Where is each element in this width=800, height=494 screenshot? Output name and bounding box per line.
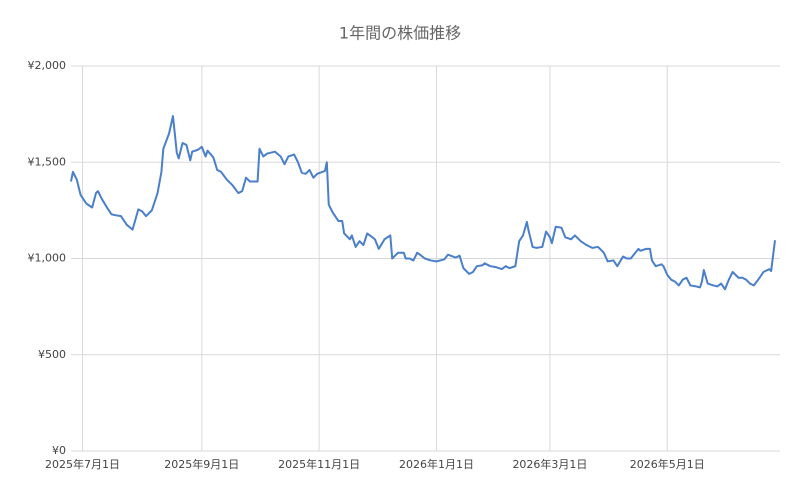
- y-tick-label: ¥1,500: [28, 155, 67, 168]
- chart-title: 1年間の株価推移: [339, 24, 461, 43]
- x-tick-label: 2026年1月1日: [399, 457, 474, 471]
- price-line: [70, 115, 776, 291]
- y-tick-label: ¥2,000: [28, 59, 67, 72]
- x-tick-label: 2025年9月1日: [164, 457, 239, 471]
- x-tick-label: 2026年5月1日: [630, 457, 705, 471]
- x-tick-label: 2025年11月1日: [278, 457, 360, 471]
- y-tick-label: ¥1,000: [28, 252, 67, 265]
- y-tick-label: ¥500: [38, 348, 66, 361]
- y-tick-label: ¥0: [52, 444, 66, 457]
- x-tick-label: 2026年3月1日: [512, 457, 587, 471]
- x-tick-label: 2025年7月1日: [45, 457, 120, 471]
